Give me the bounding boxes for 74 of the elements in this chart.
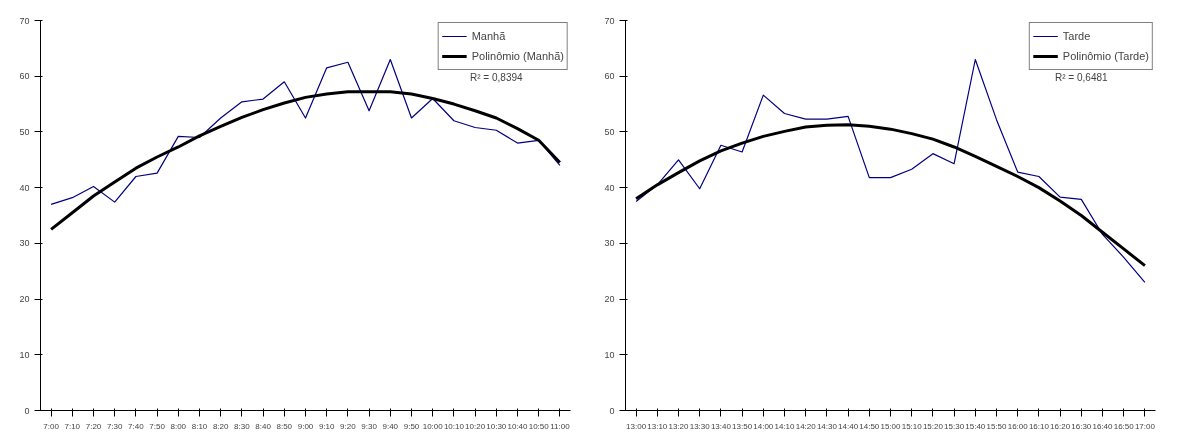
y-tick-label: 10 (19, 349, 30, 360)
x-tick-label: 13:00 (626, 421, 647, 431)
x-tick-label: 15:00 (880, 421, 902, 431)
x-tick-label: 9:00 (297, 421, 314, 431)
x-tick-label: 8:30 (234, 421, 251, 431)
y-tick-label: 60 (19, 71, 30, 82)
x-tick-label: 9:40 (382, 421, 399, 431)
y-tick-label: 50 (604, 126, 615, 137)
x-tick-label: 9:30 (361, 421, 378, 431)
line-series (634, 123, 1147, 268)
x-tick-label: 10:50 (528, 421, 550, 431)
x-tick-label: 13:10 (647, 421, 668, 431)
x-tick-label: 7:00 (43, 421, 60, 431)
x-tick-label: 8:40 (255, 421, 272, 431)
x-tick-label: 14:20 (795, 421, 817, 431)
legend-label: Tarde (1062, 30, 1091, 42)
y-tick-label: 30 (19, 238, 30, 249)
x-tick-label: 9:10 (318, 421, 336, 431)
x-tick-label: 10:30 (486, 421, 507, 431)
x-tick-label: 16:10 (1028, 421, 1050, 431)
y-tick-label: 60 (604, 71, 615, 82)
y-tick-label: 40 (19, 182, 30, 193)
y-tick-label: 70 (19, 15, 30, 26)
x-tick-label: 13:40 (710, 421, 732, 431)
annotation: R² = 0,6481 (1055, 71, 1109, 83)
x-tick-label: 16:20 (1050, 421, 1071, 431)
x-tick-label: 7:50 (149, 421, 166, 431)
x-tick-label: 7:10 (64, 421, 81, 431)
x-tick-label: 7:20 (85, 421, 102, 431)
x-tick-label: 10:20 (465, 421, 486, 431)
x-tick-label: 10:00 (422, 421, 444, 431)
y-tick-label: 20 (19, 294, 30, 305)
x-tick-label: 11:00 (550, 421, 571, 431)
x-tick-label: 10:40 (507, 421, 529, 431)
x-tick-label: 8:20 (212, 421, 230, 431)
x-tick-label: 8:10 (191, 421, 208, 431)
x-tick-label: 15:30 (944, 421, 965, 431)
y-tick-label: 30 (604, 238, 615, 249)
y-tick-label: 0 (24, 405, 30, 416)
x-tick-label: 15:10 (901, 421, 923, 431)
x-tick-label: 16:30 (1071, 421, 1092, 431)
annotation: R² = 0,8394 (470, 71, 524, 83)
x-tick-label: 15:40 (965, 421, 986, 431)
x-tick-label: 17:00 (1134, 421, 1156, 431)
x-tick-label: 15:50 (986, 421, 1008, 431)
y-tick-label: 70 (604, 15, 615, 26)
y-tick-label: 40 (604, 182, 615, 193)
legend-label: Polinômio (Tarde) (1062, 50, 1149, 62)
y-tick-label: 20 (604, 294, 615, 305)
legend-label: Manhã (471, 30, 506, 42)
x-tick-label: 9:20 (340, 421, 357, 431)
x-tick-label: 9:50 (403, 421, 420, 431)
legend-label: Polinômio (Manhã) (471, 50, 564, 62)
x-tick-label: 7:30 (106, 421, 124, 431)
x-tick-label: 10:10 (443, 421, 465, 431)
x-tick-label: 16:40 (1092, 421, 1114, 431)
x-tick-label: 8:50 (276, 421, 293, 431)
y-tick-label: 10 (604, 349, 615, 360)
x-tick-label: 14:50 (859, 421, 880, 431)
line-series (49, 90, 562, 231)
x-tick-label: 8:00 (170, 421, 187, 431)
x-tick-label: 14:30 (816, 421, 838, 431)
x-tick-label: 13:30 (689, 421, 711, 431)
x-tick-label: 14:40 (838, 421, 859, 431)
x-tick-label: 16:00 (1007, 421, 1029, 431)
x-tick-label: 15:20 (922, 421, 944, 431)
x-tick-label: 16:50 (1113, 421, 1135, 431)
x-tick-label: 14:10 (774, 421, 796, 431)
y-tick-label: 50 (19, 126, 30, 137)
x-tick-label: 7:40 (128, 421, 145, 431)
x-tick-label: 13:50 (732, 421, 753, 431)
x-tick-label: 14:00 (753, 421, 774, 431)
y-tick-label: 0 (609, 405, 615, 416)
x-tick-label: 13:20 (668, 421, 690, 431)
